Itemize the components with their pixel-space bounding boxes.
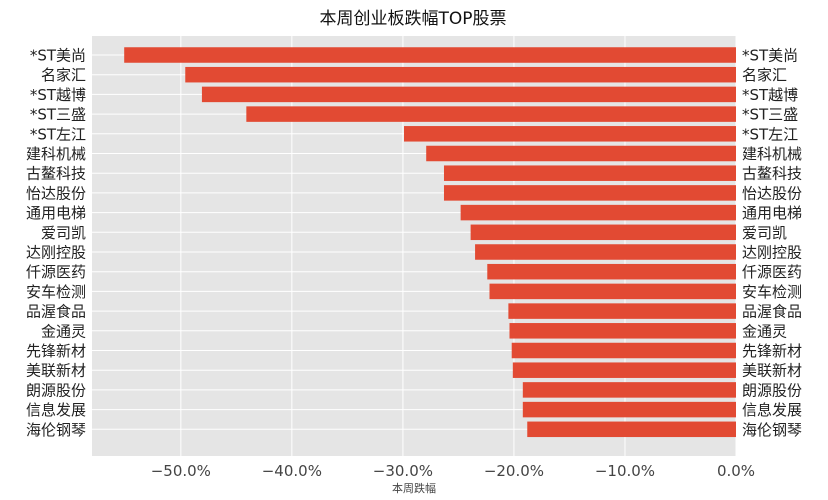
category-label-left: 怡达股份 [26,184,86,202]
bar [509,323,736,339]
bar [404,126,736,142]
category-label-left: 朗源股份 [26,381,86,399]
category-label-right: 怡达股份 [742,184,802,202]
category-label-right: 名家汇 [742,66,787,84]
bars [124,47,736,438]
bar [522,401,736,418]
category-label-left: 先锋新材 [26,342,86,360]
bar [246,106,736,122]
bar [527,421,736,438]
bar [185,66,736,83]
bar [489,283,736,300]
bar [124,47,736,63]
category-label-right: 信息发展 [742,401,802,419]
category-label-right: *ST美尚 [742,47,798,65]
chart-title: 本周创业板跌幅TOP股票 [319,9,506,29]
category-label-right: 海伦钢琴 [742,421,802,439]
x-axis-label: 本周跌幅 [392,481,436,495]
bar [511,342,736,359]
category-label-right: 朗源股份 [742,381,802,399]
bar [460,204,736,221]
bar [443,165,736,181]
x-tick-label: 0.0% [717,462,755,480]
bar [508,303,736,319]
bar [426,145,736,162]
category-label-left: 爱司凯 [41,224,86,242]
category-label-right: 金通灵 [742,322,787,340]
category-label-left: *ST越博 [30,86,86,104]
category-label-right: 仟源医药 [742,263,802,281]
category-label-left: 达刚控股 [26,244,86,262]
x-tick-label: −30.0% [373,462,433,480]
bar [443,185,736,201]
x-axis-ticks: −50.0% −40.0% −30.0% −20.0% −10.0% 0.0% [151,462,755,480]
category-label-left: 通用电梯 [26,204,86,222]
category-label-right: 建科机械 [742,145,802,163]
bar [475,244,736,260]
category-label-left: 信息发展 [26,401,86,419]
bar [487,263,736,280]
category-label-right: 安车检测 [742,283,802,301]
category-label-right: 品渥食品 [742,303,802,321]
bar [512,362,736,378]
bar [470,224,736,241]
category-label-right: 先锋新材 [742,342,802,360]
category-label-left: 金通灵 [41,322,86,340]
category-label-right: 美联新材 [742,362,802,380]
category-label-right: *ST三盛 [742,106,798,124]
category-label-right: *ST左江 [742,125,798,143]
x-tick-label: −10.0% [595,462,655,480]
category-label-right: 爱司凯 [742,224,787,242]
bar [201,86,736,103]
x-tick-label: −20.0% [484,462,544,480]
category-label-right: 通用电梯 [742,204,802,222]
category-label-left: 名家汇 [41,66,86,84]
category-label-left: 建科机械 [26,145,86,163]
category-label-left: 仟源医药 [26,263,86,281]
category-label-left: *ST左江 [30,125,86,143]
category-label-right: 古鳌科技 [742,165,802,183]
category-label-left: *ST三盛 [30,106,86,124]
category-label-left: 品渥食品 [26,303,86,321]
category-label-left: 美联新材 [26,362,86,380]
category-label-right: *ST越博 [742,86,798,104]
category-label-left: 古鳌科技 [26,165,86,183]
x-tick-label: −40.0% [262,462,322,480]
x-tick-label: −50.0% [151,462,211,480]
category-label-right: 达刚控股 [742,244,802,262]
category-label-left: 安车检测 [26,283,86,301]
category-label-left: 海伦钢琴 [26,421,86,439]
category-label-left: *ST美尚 [30,47,86,65]
bar [522,382,736,398]
